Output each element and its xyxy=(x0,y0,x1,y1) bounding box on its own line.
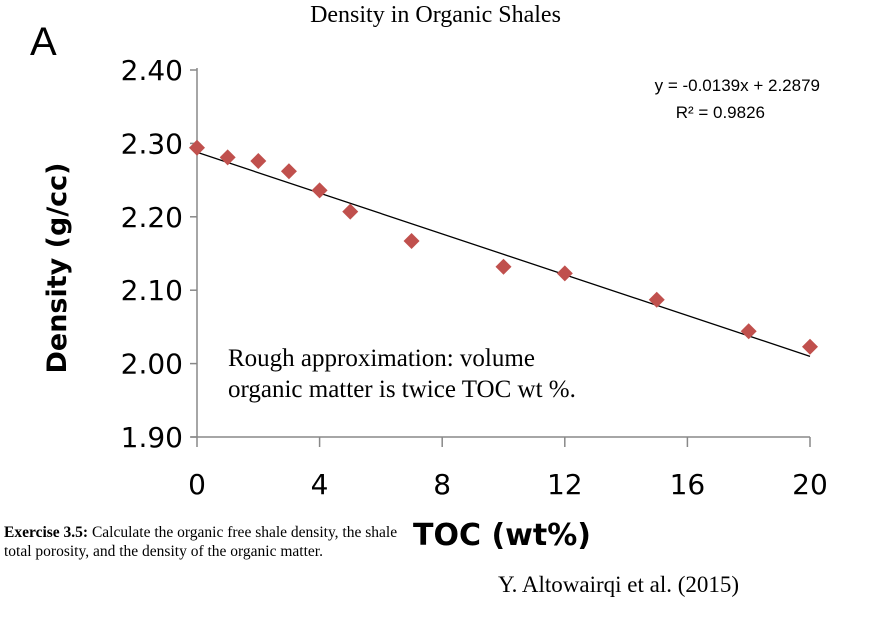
data-point xyxy=(280,163,297,180)
data-point xyxy=(495,258,512,275)
data-point xyxy=(219,149,236,166)
data-point xyxy=(556,265,573,282)
annotation-line-2: organic matter is twice TOC wt %. xyxy=(228,376,576,403)
x-tick-label: 12 xyxy=(547,468,583,501)
trendline xyxy=(196,151,811,357)
x-tick-label: 4 xyxy=(311,468,329,501)
y-tick-label: 2.10 xyxy=(121,274,183,307)
annotation: Rough approximation: volume organic matt… xyxy=(228,343,576,405)
x-tick-label: 0 xyxy=(188,468,206,501)
x-tick-label: 8 xyxy=(433,468,451,501)
chart-title: Density in Organic Shales xyxy=(310,2,561,28)
data-point xyxy=(250,153,267,170)
y-tick-label: 2.20 xyxy=(121,201,183,234)
credit: Y. Altowairqi et al. (2015) xyxy=(498,572,740,597)
trendline-r2: R² = 0.9826 xyxy=(675,103,765,122)
panel-label: A xyxy=(30,20,57,64)
data-point xyxy=(342,203,359,220)
y-axis-label: Density (g/cc) xyxy=(42,162,73,373)
trendline-equation: y = -0.0139x + 2.2879 xyxy=(654,76,820,95)
x-tick-label: 16 xyxy=(670,468,706,501)
y-tick-label: 2.00 xyxy=(121,348,183,381)
exercise-label: Exercise 3.5: xyxy=(4,524,89,541)
data-point xyxy=(403,233,420,250)
data-point xyxy=(648,291,665,308)
x-tick-label: 20 xyxy=(792,468,828,501)
exercise-text: Calculate the organic free shale density… xyxy=(4,524,398,560)
data-point xyxy=(311,182,328,199)
y-tick-label: 1.90 xyxy=(121,421,183,454)
data-point xyxy=(802,338,818,355)
y-tick-label: 2.30 xyxy=(121,127,183,160)
x-axis-label: TOC (wt%) xyxy=(413,518,591,553)
annotation-line-1: Rough approximation: volume xyxy=(228,345,535,372)
exercise-caption: Exercise 3.5: Calculate the organic free… xyxy=(4,523,424,561)
data-point xyxy=(740,323,757,340)
y-tick-label: 2.40 xyxy=(121,54,183,87)
data-point xyxy=(189,139,205,156)
